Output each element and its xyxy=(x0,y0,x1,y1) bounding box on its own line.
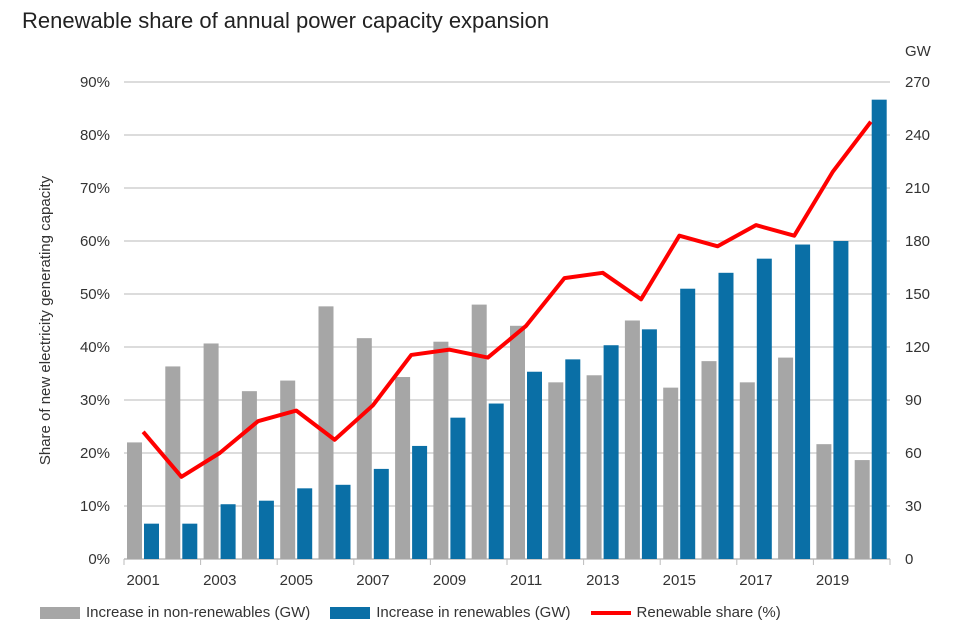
bar-non-renewables xyxy=(586,375,602,559)
bar-renewables xyxy=(680,288,696,559)
bar-non-renewables xyxy=(739,382,755,559)
y2-tick-label: 210 xyxy=(905,180,930,197)
x-tick-label: 2013 xyxy=(586,572,619,589)
y2-tick-label: 270 xyxy=(905,74,930,91)
bar-non-renewables xyxy=(280,380,296,559)
bar-renewables xyxy=(412,445,428,559)
legend-item-non-renewables: Increase in non-renewables (GW) xyxy=(40,604,310,621)
line-renewable-share xyxy=(141,120,873,479)
bar-renewables xyxy=(335,484,351,559)
bar-non-renewables xyxy=(816,444,832,559)
y-tick-label: 50% xyxy=(80,286,110,303)
x-tick-label: 2011 xyxy=(510,572,542,589)
bar-non-renewables xyxy=(127,442,142,559)
y-tick-label: 10% xyxy=(80,498,110,515)
bar-non-renewables xyxy=(433,341,449,559)
y2-tick-label: 60 xyxy=(905,445,922,462)
bar-renewables xyxy=(718,272,734,559)
y-tick-label: 20% xyxy=(80,445,110,462)
y2-tick-label: 150 xyxy=(905,286,930,303)
x-tick-label: 2003 xyxy=(203,572,236,589)
y-tick-label: 80% xyxy=(80,127,110,144)
y-tick-label: 0% xyxy=(88,551,110,568)
y2-tick-label: 0 xyxy=(905,551,913,568)
bar-non-renewables xyxy=(778,357,794,559)
legend-label: Renewable share (%) xyxy=(636,604,781,621)
y-tick-label: 70% xyxy=(80,180,110,197)
bar-non-renewables xyxy=(701,361,717,559)
y-tick-label: 40% xyxy=(80,339,110,356)
bar-renewables xyxy=(450,417,466,559)
bar-renewables xyxy=(182,523,198,559)
legend-label: Increase in renewables (GW) xyxy=(376,604,571,621)
bar-non-renewables xyxy=(510,325,525,559)
x-tick-label: 2009 xyxy=(433,572,466,589)
x-tick-label: 2017 xyxy=(739,572,772,589)
bar-renewables xyxy=(565,359,581,559)
legend-label: Increase in non-renewables (GW) xyxy=(86,604,311,621)
bar-non-renewables xyxy=(471,304,487,559)
legend-item-share: Renewable share (%) xyxy=(590,604,781,621)
bar-renewables xyxy=(144,523,159,559)
bar-renewables xyxy=(603,345,619,559)
bar-non-renewables xyxy=(663,387,679,559)
bar-non-renewables xyxy=(395,377,411,559)
y2-axis-label: GW xyxy=(905,43,932,60)
y2-tick-label: 90 xyxy=(905,392,922,409)
bar-renewables xyxy=(527,371,542,559)
x-tick-label: 2001 xyxy=(126,572,159,589)
bar-non-renewables xyxy=(165,366,181,559)
legend-swatch xyxy=(330,606,371,619)
legend-item-renewables: Increase in renewables (GW) xyxy=(330,604,571,621)
legend-swatch xyxy=(590,610,631,615)
x-tick-label: 2005 xyxy=(280,572,313,589)
bar-non-renewables xyxy=(854,460,870,559)
legend: Increase in non-renewables (GW) Increase… xyxy=(40,604,781,621)
legend-swatch xyxy=(40,606,80,619)
bar-non-renewables xyxy=(203,343,219,559)
y-tick-label: 60% xyxy=(80,233,110,250)
bar-renewables xyxy=(871,99,887,560)
bar-renewables xyxy=(756,258,772,559)
x-tick-label: 2007 xyxy=(356,572,389,589)
bar-renewables xyxy=(297,488,313,559)
y-axis-label: Share of new electricity generating capa… xyxy=(37,175,54,465)
bar-renewables xyxy=(373,468,389,559)
y-tick-label: 30% xyxy=(80,392,110,409)
bar-renewables xyxy=(641,329,657,559)
y-tick-label: 90% xyxy=(80,74,110,91)
bar-non-renewables xyxy=(356,338,372,559)
bar-renewables xyxy=(220,504,236,559)
bar-non-renewables xyxy=(624,320,640,559)
y2-tick-label: 120 xyxy=(905,339,930,356)
bar-renewables xyxy=(795,244,811,560)
y2-tick-label: 180 xyxy=(905,233,930,250)
bar-non-renewables xyxy=(548,382,564,559)
bar-renewables xyxy=(488,403,504,559)
chart-title: Renewable share of annual power capacity… xyxy=(22,8,550,33)
x-tick-label: 2015 xyxy=(663,572,696,589)
bar-renewables xyxy=(258,500,274,559)
y2-tick-label: 240 xyxy=(905,127,930,144)
y2-tick-label: 30 xyxy=(905,498,922,515)
bar-non-renewables xyxy=(241,391,257,559)
x-tick-label: 2019 xyxy=(816,572,849,589)
bar-renewables xyxy=(833,241,849,559)
